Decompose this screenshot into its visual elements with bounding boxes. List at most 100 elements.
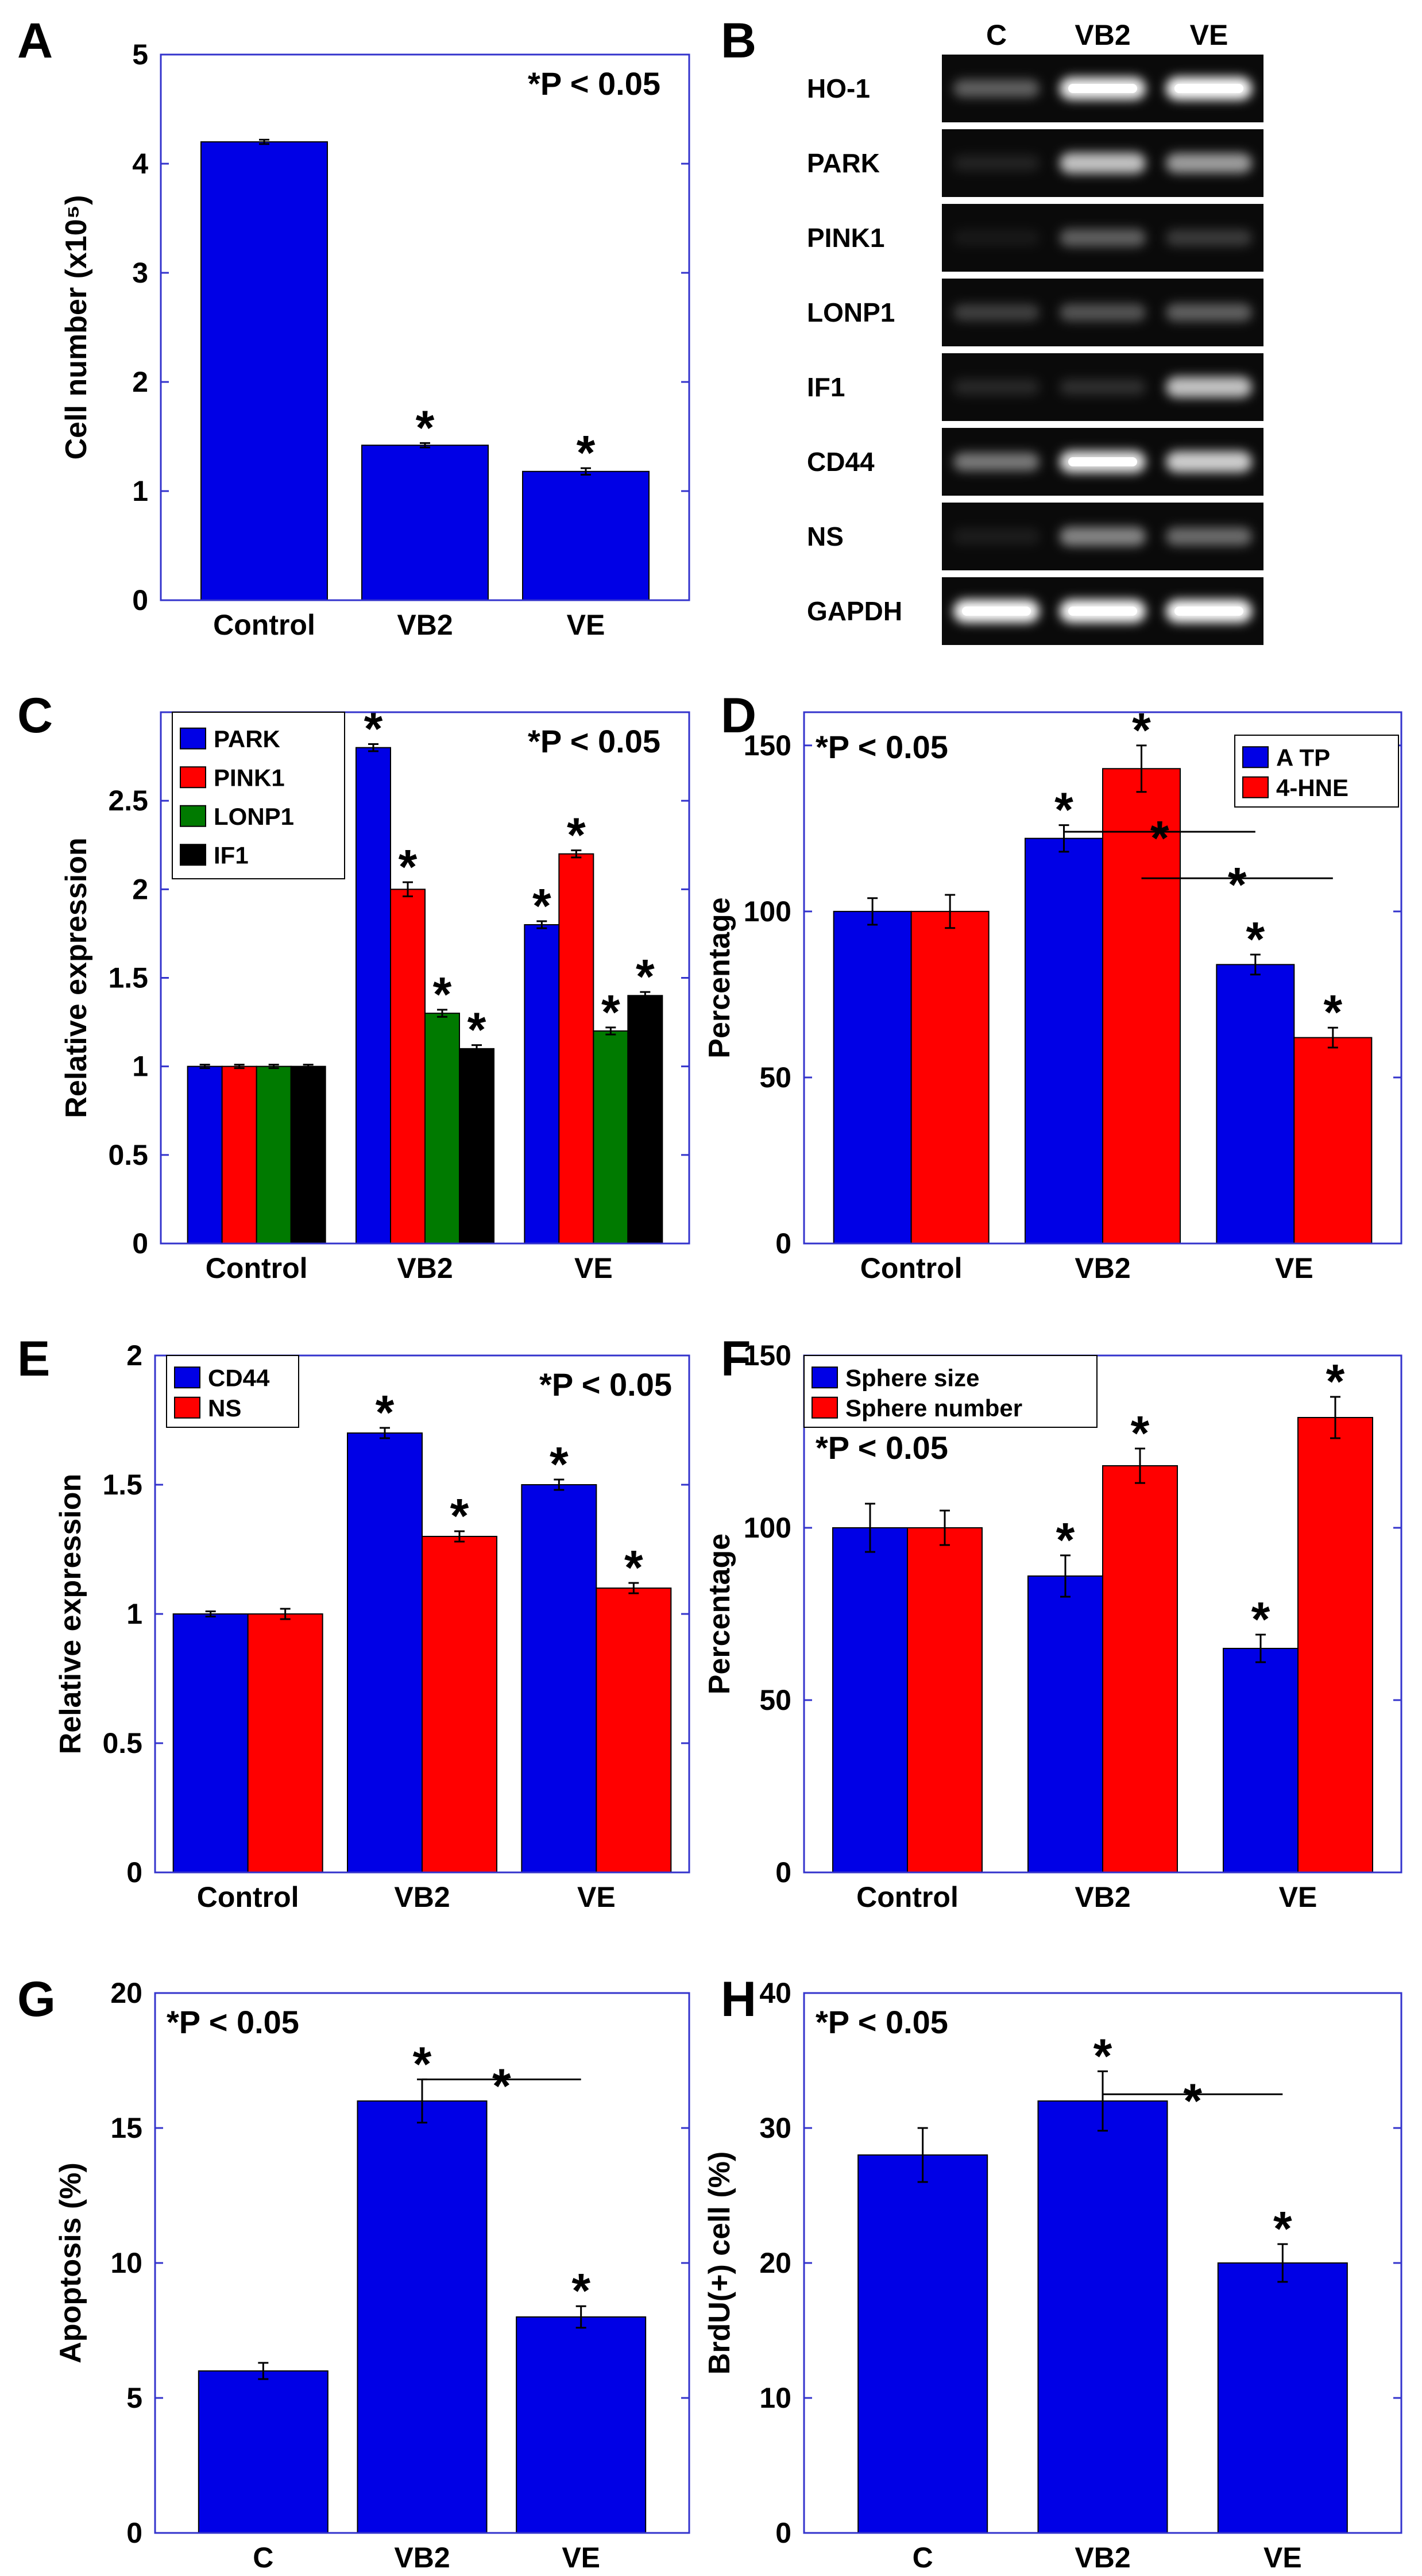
bar-h-brdu-cell-2: [1217, 2262, 1348, 2533]
error-bar-f-1-2: [1330, 1396, 1340, 1439]
x-tick-label-a-0: Control: [213, 609, 315, 641]
gel-band-4-0: [953, 379, 1040, 395]
bar-a-cell-number-2: [522, 470, 650, 601]
legend-swatch-c-3: [180, 844, 206, 866]
p-value-note-h: *P < 0.05: [816, 2004, 948, 2040]
bar-a-cell-number-0: [200, 141, 328, 601]
y-tick-label-c-2: 1: [132, 1051, 148, 1083]
error-bar-f-0-2: [1255, 1633, 1266, 1663]
x-tick-label-a-2: VE: [567, 609, 605, 641]
y-tick-label-e-3: 1.5: [102, 1469, 142, 1501]
y-tick-label-g-0: 0: [126, 2517, 142, 2549]
error-bar-f-0-0: [865, 1503, 875, 1553]
p-value-note-a: *P < 0.05: [528, 65, 660, 102]
bar-c-lonp1-0: [256, 1065, 292, 1244]
gel-image: C VB2 VE HO-1 PARK PINK1 LONP1 IF1 CD44 NS GAPDH: [807, 19, 1263, 645]
gel-row-ho-1: HO-1: [807, 55, 1263, 122]
legend-c: PARK PINK1 LONP1 IF1: [172, 712, 345, 879]
gel-row-lonp1: LONP1: [807, 279, 1263, 346]
gel-band-4-2: [1166, 376, 1252, 398]
legend-swatch-c-1: [180, 766, 206, 789]
y-tick-label-c-5: 2.5: [108, 785, 148, 817]
gel-row-label-2: PINK1: [807, 223, 884, 253]
bar-d-4-hne-1: [1102, 768, 1181, 1244]
legend-label-c-3: IF1: [214, 841, 249, 868]
gel-band-core-0-2: [1174, 84, 1243, 93]
gel-band-4-1: [1060, 379, 1146, 396]
bracket-star-g-0: *: [492, 2059, 511, 2112]
bar-c-lonp1-2: [593, 1030, 629, 1244]
y-tick-label-d-1: 50: [759, 1061, 791, 1094]
p-value-note-e: *P < 0.05: [539, 1366, 672, 1403]
chart-panel-c: * * * * * * * * 0 0.5 1 1.5 2 2.5 Control VB2 VE Relative…: [60, 702, 690, 1284]
y-tick-label-d-3: 150: [744, 729, 791, 762]
bar-c-park-2: [524, 924, 560, 1244]
bar-c-park-1: [356, 747, 391, 1244]
x-tick-label-f-0: Control: [856, 1881, 959, 1913]
significance-star-c-3-1: *: [467, 1003, 486, 1057]
error-bar-d-0-0: [867, 897, 878, 926]
x-tick-label-h-0: C: [913, 2542, 933, 2574]
legend-swatch-e-1: [174, 1396, 200, 1419]
error-bar-h-0-2: [1277, 2243, 1288, 2283]
y-axis-label-a: Cell number (x10⁵): [60, 195, 93, 460]
chart-panel-h: * * * 0 10 20 30 40 C VB2 VE BrdU(+) cell (%) *P < 0…: [703, 1977, 1402, 2574]
gel-band-2-1: [1060, 229, 1146, 247]
error-bar-g-0-0: [258, 2362, 269, 2380]
y-axis-label-f: Percentage: [703, 1534, 736, 1694]
gel-column-label-1: VB2: [1075, 19, 1130, 51]
gel-row-label-7: GAPDH: [807, 596, 902, 626]
gel-row-label-5: CD44: [807, 447, 875, 477]
error-bar-c-3-0: [303, 1064, 314, 1069]
significance-star-e-0-2: *: [550, 1437, 569, 1491]
bar-h-brdu-cell-0: [857, 2154, 988, 2533]
gel-band-1-0: [953, 155, 1040, 171]
x-tick-label-h-2: VE: [1263, 2542, 1302, 2574]
bar-e-ns-1: [422, 1536, 497, 1873]
error-bar-e-0-1: [380, 1427, 390, 1439]
y-tick-label-c-3: 1.5: [108, 962, 148, 994]
error-bar-g-0-2: [575, 2305, 586, 2329]
p-value-note-c: *P < 0.05: [528, 723, 660, 759]
bar-a-cell-number-1: [361, 445, 489, 601]
gel-band-6-0: [953, 528, 1040, 544]
gel-band-3-2: [1166, 303, 1252, 322]
gel-row-cd44: CD44: [807, 428, 1263, 496]
legend-label-e-1: NS: [208, 1395, 241, 1422]
gel-band-core-7-2: [1174, 607, 1243, 616]
y-axis-label-h: BrdU(+) cell (%): [703, 2152, 736, 2375]
y-tick-label-d-2: 100: [744, 895, 791, 928]
gel-band-3-1: [1060, 303, 1146, 322]
x-tick-label-d-2: VE: [1275, 1252, 1313, 1284]
chart-panel-a: * * 0 1 2 3 4 5 Control VB2 VE Cell number (x10⁵) *P…: [60, 38, 690, 641]
significance-star-c-3-2: *: [636, 949, 655, 1003]
gel-band-2-2: [1166, 229, 1252, 246]
y-axis-label-g: Apoptosis (%): [54, 2162, 87, 2363]
chart-panel-f: * * * * 0 50 100 150 Control VB2 VE Percentage *P < …: [703, 1339, 1402, 1913]
error-bar-h-0-0: [917, 2127, 928, 2183]
p-value-note-d: *P < 0.05: [816, 729, 948, 765]
bar-g-apoptosis-2: [516, 2316, 647, 2533]
gel-row-label-4: IF1: [807, 372, 845, 402]
significance-star-c-1-1: *: [399, 840, 418, 894]
gel-band-1-2: [1166, 153, 1252, 173]
error-bar-c-0-2: [536, 920, 547, 929]
bar-c-pink1-1: [390, 889, 426, 1245]
y-tick-label-g-3: 15: [110, 2112, 142, 2144]
error-bar-h-0-1: [1098, 2070, 1108, 2132]
legend-swatch-d-1: [1242, 776, 1269, 798]
bracket-g-0: *: [422, 2059, 581, 2112]
error-bar-c-3-2: [640, 991, 651, 1000]
significance-star-f-1-1: *: [1131, 1406, 1150, 1460]
gel-band-core-7-1: [1068, 607, 1137, 616]
legend-label-f-1: Sphere number: [845, 1395, 1022, 1422]
y-tick-label-a-5: 5: [132, 38, 148, 71]
bar-f-sphere-size-1: [1027, 1575, 1103, 1873]
bar-d-4-hne-0: [910, 910, 990, 1244]
p-value-note-f: *P < 0.05: [816, 1430, 948, 1466]
bar-e-cd44-1: [347, 1432, 423, 1873]
x-tick-label-d-0: Control: [860, 1252, 963, 1284]
gel-column-label-2: VE: [1190, 19, 1228, 51]
y-tick-label-h-1: 10: [759, 2382, 791, 2414]
bar-g-apoptosis-0: [198, 2370, 329, 2533]
